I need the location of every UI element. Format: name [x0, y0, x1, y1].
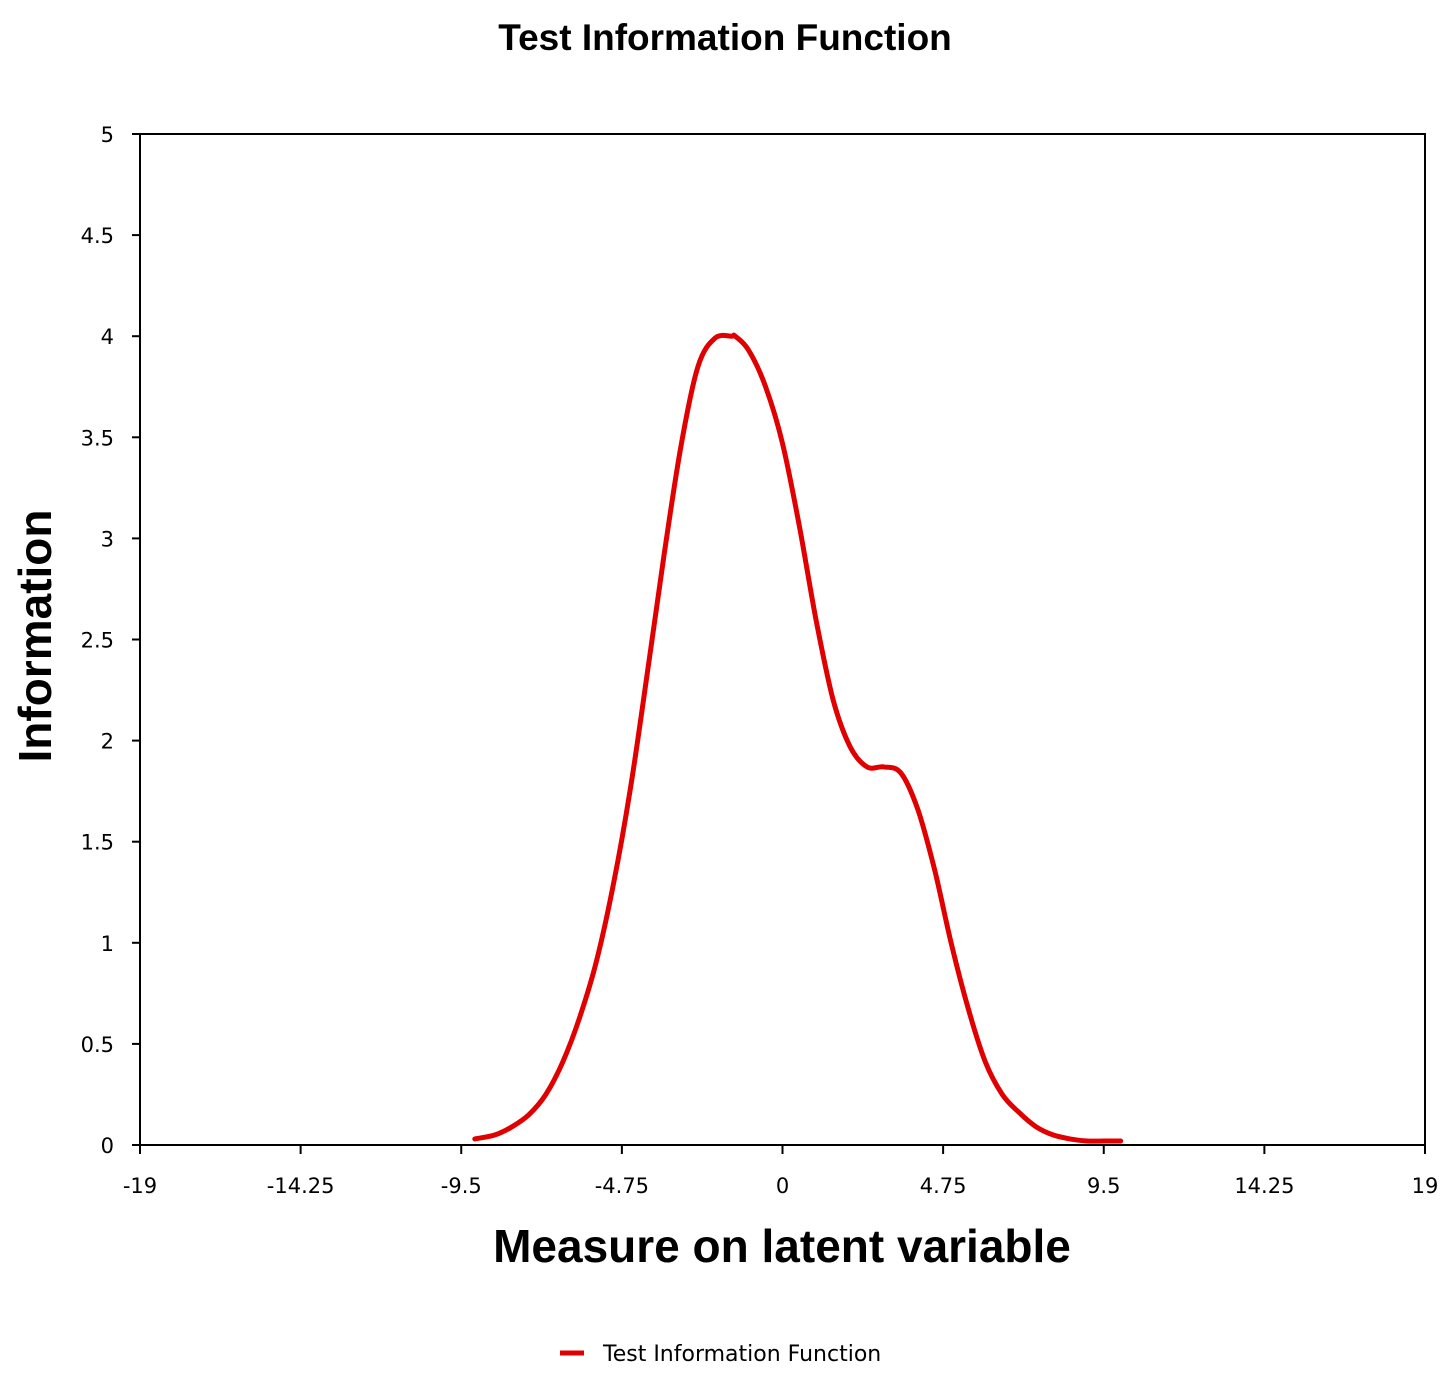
- data-point: [595, 959, 599, 963]
- data-point: [831, 698, 835, 702]
- y-axis-title: Information: [9, 510, 61, 763]
- data-point: [733, 334, 737, 338]
- x-tick-label: 4.75: [920, 1174, 967, 1198]
- data-point: [1000, 1092, 1004, 1096]
- series-line-test-information-function: [472, 332, 1124, 1144]
- data-point: [473, 1137, 477, 1141]
- chart-title: Test Information Function: [498, 17, 952, 58]
- data-point: [1085, 1139, 1089, 1143]
- data-point: [510, 1125, 514, 1129]
- data-point: [527, 1113, 531, 1117]
- data-point: [611, 882, 615, 886]
- data-point: [645, 672, 649, 676]
- y-tick-label: 1.5: [81, 831, 114, 855]
- data-point: [713, 336, 717, 340]
- y-tick-label: 5: [101, 123, 114, 147]
- data-point: [966, 1008, 970, 1012]
- data-point: [679, 443, 683, 447]
- data-point: [747, 348, 751, 352]
- data-point: [983, 1060, 987, 1064]
- x-tick-label: -14.25: [267, 1174, 335, 1198]
- series-points: [473, 334, 1123, 1143]
- y-tick-label: 3: [101, 527, 114, 551]
- data-point: [899, 771, 903, 775]
- data-point: [1051, 1133, 1055, 1137]
- data-point: [797, 524, 801, 528]
- data-point: [1102, 1139, 1106, 1143]
- y-tick-label: 3.5: [81, 426, 114, 450]
- x-tick-label: 0: [776, 1174, 789, 1198]
- data-point: [578, 1016, 582, 1020]
- data-point: [781, 441, 784, 445]
- data-point: [561, 1060, 565, 1064]
- y-axis: 0 0.5 1 1.5 2 2.5 3 3.5 4 4.5 5: [81, 123, 140, 1158]
- x-tick-label: 14.25: [1234, 1174, 1294, 1198]
- y-tick-label: 2.5: [81, 629, 114, 653]
- x-tick-label: 9.5: [1087, 1174, 1120, 1198]
- data-point: [662, 553, 666, 557]
- y-tick-label: 2: [101, 730, 114, 754]
- data-point: [493, 1133, 497, 1137]
- data-point: [933, 868, 937, 872]
- x-axis: -19 -14.25 -9.5 -4.75 0 4.75 9.5 14.25 19: [123, 1145, 1439, 1198]
- data-point: [848, 745, 852, 749]
- y-tick-label: 1: [101, 932, 114, 956]
- plot-area-frame: [139, 133, 1426, 1146]
- data-point: [1119, 1139, 1123, 1143]
- data-point: [865, 765, 869, 769]
- legend: Test Information Function: [560, 1342, 881, 1367]
- data-point: [814, 619, 818, 623]
- data-point: [696, 365, 700, 369]
- data-point: [1068, 1137, 1072, 1141]
- x-tick-label: -19: [123, 1174, 157, 1198]
- legend-label: Test Information Function: [602, 1342, 881, 1367]
- data-point: [950, 943, 954, 947]
- data-point: [916, 807, 920, 811]
- y-tick-label: 4: [101, 325, 114, 349]
- x-axis-title: Measure on latent variable: [493, 1220, 1071, 1272]
- data-point: [764, 385, 768, 389]
- data-point: [882, 765, 886, 769]
- x-tick-label: -4.75: [595, 1174, 649, 1198]
- x-tick-label: 19: [1412, 1174, 1439, 1198]
- y-tick-label: 0: [101, 1134, 114, 1158]
- y-tick-label: 4.5: [81, 224, 114, 248]
- data-point: [1034, 1125, 1038, 1129]
- x-tick-label: -9.5: [441, 1174, 482, 1198]
- data-point: [544, 1092, 548, 1096]
- data-point: [628, 787, 632, 791]
- data-point: [730, 334, 734, 338]
- y-tick-label: 0.5: [81, 1033, 114, 1057]
- data-point: [1017, 1111, 1021, 1115]
